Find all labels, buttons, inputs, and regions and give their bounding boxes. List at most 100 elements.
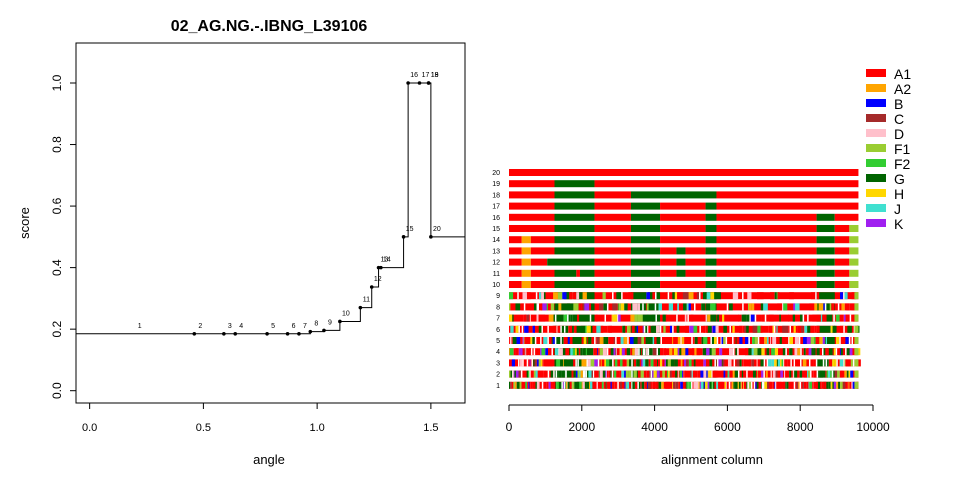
segment [830, 370, 832, 378]
x-tick-label: 6000 [714, 420, 741, 434]
gap [699, 325, 701, 333]
gap [556, 325, 559, 333]
segment [721, 370, 724, 378]
segment [630, 236, 661, 244]
gap [523, 303, 526, 311]
segment [543, 359, 548, 367]
segment [841, 303, 845, 311]
segment [849, 359, 851, 367]
segment [554, 370, 595, 378]
segment [776, 337, 780, 344]
segment [695, 359, 698, 367]
gap [852, 359, 855, 367]
segment [620, 359, 623, 367]
segment [536, 359, 539, 367]
segment [680, 381, 683, 389]
segment [828, 359, 833, 367]
segment [705, 325, 717, 333]
gap [659, 325, 662, 333]
segment [792, 370, 795, 378]
segment [563, 314, 568, 322]
segment [565, 348, 570, 356]
segment [854, 337, 859, 344]
segment [687, 337, 692, 344]
segment [527, 381, 529, 389]
segment [709, 381, 712, 389]
segment [660, 236, 706, 244]
gap [589, 314, 592, 322]
segment [824, 337, 826, 344]
segment [509, 292, 514, 300]
segment [837, 370, 840, 378]
segment [637, 370, 641, 378]
segment [718, 359, 722, 367]
gap [775, 381, 777, 389]
segment [594, 213, 631, 221]
alignment-row: 5 [496, 337, 865, 345]
segment [587, 359, 591, 367]
segment [712, 359, 715, 367]
gap [612, 292, 614, 300]
x-tick-label: 4000 [641, 420, 668, 434]
gap [637, 381, 639, 389]
segment [530, 370, 534, 378]
gap [547, 370, 550, 378]
segment [746, 314, 750, 322]
segment [705, 202, 717, 210]
row-label: 19 [492, 181, 500, 188]
segment [669, 370, 672, 378]
segment [509, 169, 859, 176]
segment [590, 381, 593, 389]
gap [831, 370, 834, 378]
x-tick-label: 1.0 [309, 422, 324, 434]
segment [705, 269, 717, 277]
segment [854, 292, 859, 300]
gap [615, 337, 617, 344]
alignment-row: 13 [492, 247, 859, 255]
segment [663, 348, 666, 356]
segment [552, 381, 556, 389]
segment [705, 225, 717, 232]
gap [540, 337, 542, 344]
segment [836, 337, 840, 344]
segment [748, 348, 752, 356]
segment [624, 370, 626, 378]
segment [812, 359, 814, 367]
segment [614, 359, 618, 367]
gap [714, 359, 716, 367]
segment [703, 381, 705, 389]
segment [554, 225, 595, 232]
segment [854, 303, 859, 311]
row-label: 9 [496, 293, 500, 300]
data-point [417, 81, 422, 85]
segment [654, 337, 657, 344]
alignment-row: 20 [492, 169, 859, 177]
segment [697, 370, 701, 378]
segment [613, 348, 616, 356]
segment [656, 370, 660, 378]
segment [627, 303, 629, 311]
point-label: 13 [381, 257, 389, 264]
gap [541, 381, 544, 389]
segment [785, 370, 788, 378]
segment [680, 359, 683, 367]
segment [509, 236, 522, 244]
segment [534, 359, 537, 367]
segment [685, 348, 689, 356]
gap [761, 381, 764, 389]
gap [737, 370, 740, 378]
gap [526, 359, 529, 367]
segment [514, 370, 516, 378]
segment [741, 370, 742, 378]
segment [644, 337, 646, 344]
segment [666, 292, 668, 300]
segment [774, 359, 777, 367]
segment [630, 269, 661, 277]
segment [739, 325, 743, 333]
segment [760, 325, 763, 333]
segment [653, 370, 657, 378]
segment [521, 236, 531, 244]
segment [660, 202, 706, 210]
segment [724, 381, 727, 389]
segment [769, 348, 772, 356]
